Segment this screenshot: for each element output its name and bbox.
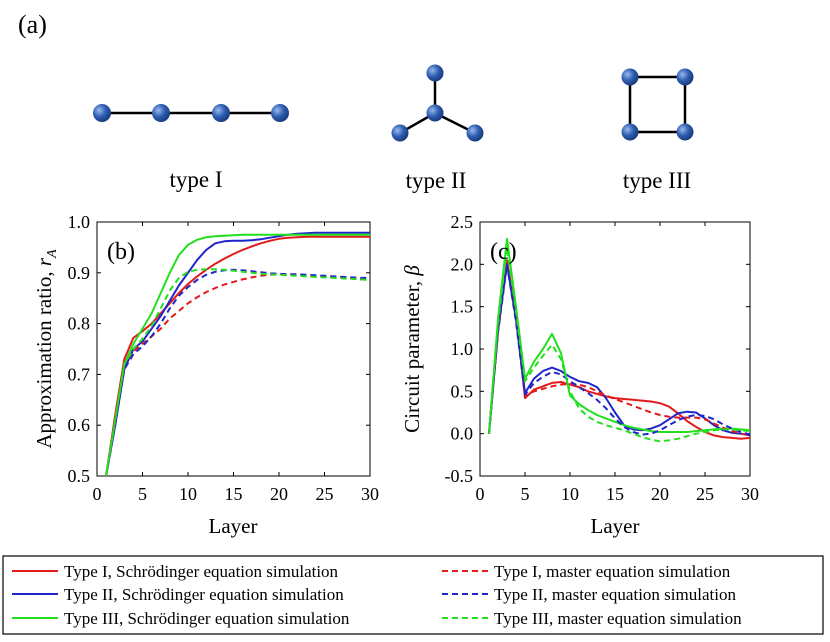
chart-approximation-ratio: 0 5 10 15 20 25 30 0.5 0.6 0.7 0.8 0.9 1.0 (b) Layer… bbox=[32, 212, 379, 538]
plot-c-frame bbox=[479, 221, 751, 477]
graph-node bbox=[621, 68, 639, 86]
plot-b-xtick-label: 10 bbox=[179, 484, 197, 504]
chart-circuit-parameter: 0 5 10 15 20 25 30 -0.5 0.0 0.5 1.0 1.5 2.0 2.5 (c) L… bbox=[400, 212, 759, 538]
legend-label: Type II, master equation simulation bbox=[494, 585, 736, 604]
plot-b-series-type-ii-schrodinger bbox=[105, 231, 370, 477]
plot-b-ticks: 0 5 10 15 20 25 30 0.5 0.6 0.7 0.8 0.9 1.0 bbox=[68, 212, 380, 504]
plot-c-ylabel-symbol: β bbox=[400, 265, 424, 277]
graph-node bbox=[676, 68, 694, 86]
graph-node bbox=[152, 104, 170, 122]
plot-c-series-type-iii-master bbox=[488, 246, 751, 443]
plot-b-ytick-label: 1.0 bbox=[68, 212, 91, 232]
plot-c-xtick-label: 30 bbox=[741, 484, 759, 504]
panel-b-label: (b) bbox=[107, 239, 135, 265]
plot-b-ytick-label: 0.7 bbox=[68, 364, 91, 384]
plot-b-series-type-iii-schrodinger bbox=[105, 233, 370, 477]
graph-type-iii-label: type III bbox=[623, 168, 691, 193]
plot-b-ylabel-symbol: r bbox=[32, 257, 56, 266]
plot-b-ytick-label: 0.5 bbox=[68, 466, 91, 486]
graph-node bbox=[93, 104, 111, 122]
graph-edge bbox=[628, 75, 687, 134]
graph-type-i-label: type I bbox=[169, 167, 222, 192]
plot-c-ytick-label: 1.0 bbox=[451, 339, 474, 359]
plot-b-series-type-ii-master bbox=[105, 268, 370, 477]
plot-b-xtick-label: 20 bbox=[270, 484, 288, 504]
plot-c-series-type-ii-master bbox=[488, 263, 751, 436]
graph-type-i bbox=[93, 104, 289, 122]
plot-b-ylabel-text: Approximation ratio, bbox=[32, 266, 56, 449]
plot-b-xtick-label: 0 bbox=[93, 484, 102, 504]
plot-b-xtick-label: 5 bbox=[138, 484, 147, 504]
plot-b-ytick-label: 0.8 bbox=[68, 314, 91, 334]
graph-node bbox=[426, 104, 444, 122]
plot-b-xtick-label: 25 bbox=[316, 484, 334, 504]
legend-label: Type II, Schrödinger equation simulation bbox=[64, 585, 344, 604]
graph-type-ii-label: type II bbox=[406, 168, 467, 193]
plot-c-ytick-label: 0.0 bbox=[451, 424, 474, 444]
plot-c-ticks: 0 5 10 15 20 25 30 -0.5 0.0 0.5 1.0 1.5 2.0 2.5 bbox=[445, 212, 760, 504]
graph-node bbox=[212, 104, 230, 122]
legend: Type I, Schrödinger equation simulation T… bbox=[2, 555, 824, 635]
plot-c-ylabel: Circuit parameter, β bbox=[400, 265, 424, 433]
plot-b-xtick-label: 30 bbox=[361, 484, 379, 504]
graph-node bbox=[466, 124, 484, 142]
plot-c-ytick-label: 2.5 bbox=[451, 212, 474, 232]
plot-c-ytick-label: 1.5 bbox=[451, 297, 474, 317]
graph-node bbox=[271, 104, 289, 122]
plot-c-xlabel: Layer bbox=[591, 514, 640, 538]
legend-label: Type I, master equation simulation bbox=[494, 562, 731, 581]
plot-b-series bbox=[105, 231, 371, 477]
panel-c-label: (c) bbox=[490, 239, 517, 265]
panel-a-label: (a) bbox=[18, 10, 47, 39]
plot-b-series-type-i-schrodinger bbox=[105, 235, 370, 477]
legend-label: Type III, master equation simulation bbox=[494, 609, 742, 628]
graph-node bbox=[676, 123, 694, 141]
legend-box bbox=[2, 555, 824, 635]
plot-c-xtick-label: 25 bbox=[696, 484, 714, 504]
plot-c-ytick-label: 2.0 bbox=[451, 254, 474, 274]
plot-c-xtick-label: 20 bbox=[651, 484, 669, 504]
graph-node bbox=[426, 64, 444, 82]
plot-b-xlabel: Layer bbox=[209, 514, 258, 538]
legend-label: Type I, Schrödinger equation simulation bbox=[64, 562, 339, 581]
plot-c-series-type-i-master bbox=[488, 263, 751, 437]
plot-c-xtick-label: 5 bbox=[521, 484, 530, 504]
plot-b-ytick-label: 0.9 bbox=[68, 263, 91, 283]
legend-label: Type III, Schrödinger equation simulatio… bbox=[64, 609, 350, 628]
plot-c-xtick-label: 15 bbox=[606, 484, 624, 504]
graph-type-ii bbox=[391, 64, 484, 142]
plot-c-ytick-label: 0.5 bbox=[451, 381, 474, 401]
plot-c-xtick-label: 0 bbox=[476, 484, 485, 504]
graph-node bbox=[621, 123, 639, 141]
graph-node bbox=[391, 124, 409, 142]
plot-c-ytick-label: -0.5 bbox=[445, 466, 474, 486]
plot-b-ytick-label: 0.6 bbox=[68, 415, 91, 435]
plot-c-ylabel-text: Circuit parameter, bbox=[400, 276, 424, 433]
plot-b-ylabel: Approximation ratio, rA bbox=[32, 249, 60, 449]
plot-b-series-type-iii-master bbox=[105, 268, 371, 477]
plot-b-xtick-label: 15 bbox=[225, 484, 243, 504]
plot-b-frame bbox=[96, 221, 371, 477]
plot-c-xtick-label: 10 bbox=[561, 484, 579, 504]
graph-type-iii bbox=[621, 68, 694, 141]
plot-c-series bbox=[488, 237, 751, 443]
plot-b-ylabel-subscript: A bbox=[45, 249, 60, 259]
